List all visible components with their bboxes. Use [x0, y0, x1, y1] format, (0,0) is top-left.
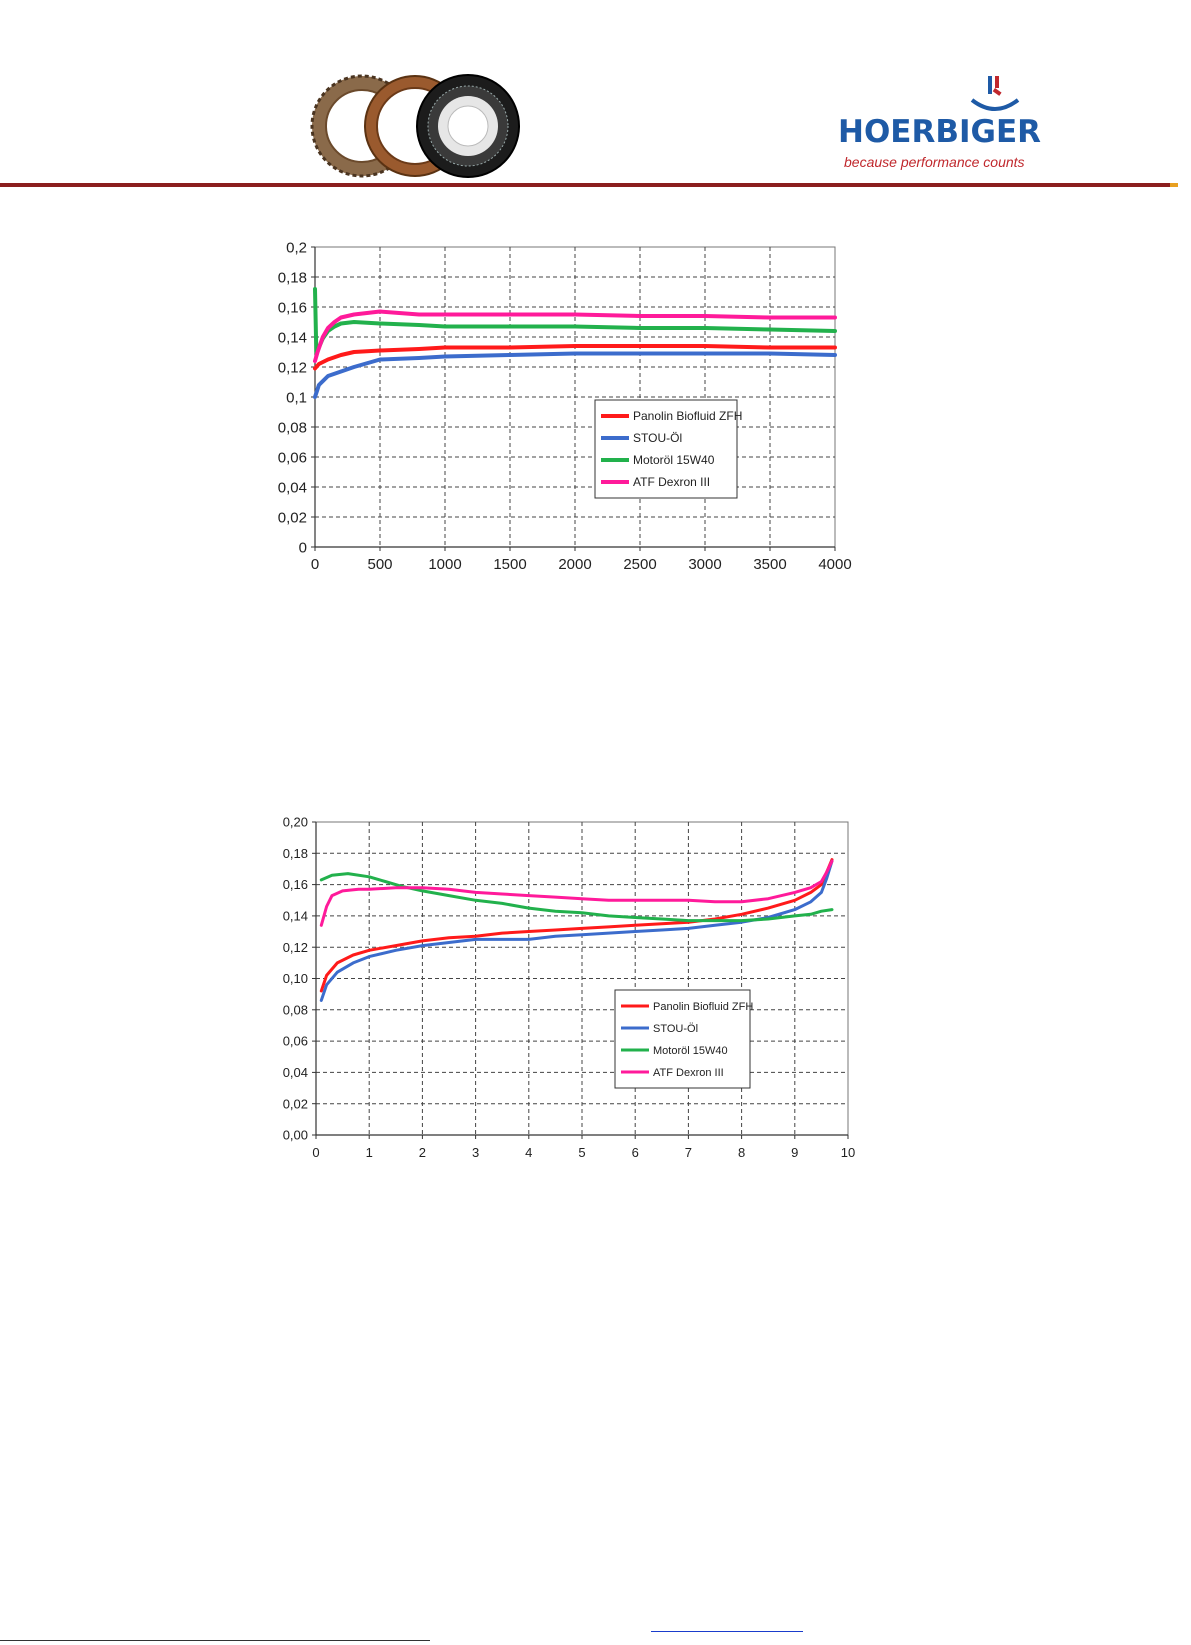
series-line: [319, 859, 834, 1002]
page-header: HOERBIGER because performance counts: [0, 0, 1191, 200]
chart-1: 0 500 1000 1500 2000 2500 3000 3500 4000 0 0,02 0,0…: [260, 232, 880, 622]
legend-label: Motoröl 15W40: [653, 1045, 728, 1057]
y-tick-label: 0,10: [283, 971, 308, 986]
y-tick-label: 0,08: [278, 419, 307, 436]
legend-label: Panolin Biofluid ZFH: [633, 409, 742, 423]
y-tick-label: 0,18: [278, 269, 307, 286]
footer-rule: [0, 1640, 430, 1641]
y-tick-label: 0,06: [283, 1034, 308, 1049]
y-tick-label: 0,18: [283, 846, 308, 861]
y-tick-label: 0,20: [283, 815, 308, 830]
legend-label: Panolin Biofluid ZFH: [653, 1001, 753, 1013]
chart-1-svg: 0 500 1000 1500 2000 2500 3000 3500 4000 0 0,02 0,0…: [278, 239, 852, 573]
series-line: [313, 351, 837, 399]
series-line: [319, 858, 834, 993]
y-tick-label: 0,1: [286, 389, 307, 406]
legend-label: STOU-Öl: [633, 431, 682, 445]
x-tick-label: 5: [578, 1145, 585, 1160]
y-tick-label: 0,16: [283, 877, 308, 892]
legend-label: ATF Dexron III: [633, 475, 710, 489]
series-line: [319, 872, 834, 923]
chart-2: 0 1 2 3 4 5 6 7 8 9 10 0,00 0,02 0,04 0,06 0,08 0,10 0,12…: [260, 810, 880, 1200]
header-rule: [0, 183, 1170, 187]
y-tick-label: 0: [299, 539, 307, 556]
x-tick-label: 10: [841, 1145, 855, 1160]
x-tick-label: 2000: [558, 556, 591, 573]
y-tick-label: 0,00: [283, 1128, 308, 1143]
series-line: [319, 859, 834, 927]
x-tick-label: 2500: [623, 556, 656, 573]
x-tick-label: 9: [791, 1145, 798, 1160]
chart-2-svg: 0 1 2 3 4 5 6 7 8 9 10 0,00 0,02 0,04 0,06 0,08 0,10 0,12…: [283, 815, 856, 1160]
y-tick-label: 0,12: [283, 940, 308, 955]
series-line: [313, 344, 837, 371]
y-tick-label: 0,2: [286, 239, 307, 256]
x-tick-label: 4000: [818, 556, 851, 573]
x-tick-label: 6: [632, 1145, 639, 1160]
y-tick-label: 0,08: [283, 1002, 308, 1017]
x-tick-label: 3500: [753, 556, 786, 573]
x-tick-label: 1: [366, 1145, 373, 1160]
y-tick-label: 0,02: [283, 1096, 308, 1111]
x-tick-label: 1500: [493, 556, 526, 573]
clutch-discs-icon: [310, 74, 520, 178]
legend-label: ATF Dexron III: [653, 1067, 724, 1079]
series-line: [313, 309, 837, 363]
y-tick-label: 0,04: [278, 479, 307, 496]
logo-tagline: because performance counts: [844, 154, 1025, 170]
x-tick-label: 0: [311, 556, 319, 573]
y-tick-label: 0,04: [283, 1065, 308, 1080]
x-tick-label: 4: [525, 1145, 532, 1160]
x-tick-label: 500: [367, 556, 392, 573]
hoerbiger-logo-mark-icon: [970, 76, 1020, 111]
y-tick-label: 0,06: [278, 449, 307, 466]
x-tick-label: 7: [685, 1145, 692, 1160]
logo-wordmark: HOERBIGER: [838, 114, 1041, 150]
x-tick-label: 0: [312, 1145, 319, 1160]
x-tick-label: 1000: [428, 556, 461, 573]
y-tick-label: 0,14: [283, 908, 308, 923]
x-tick-label: 2: [419, 1145, 426, 1160]
x-tick-label: 8: [738, 1145, 745, 1160]
y-tick-label: 0,16: [278, 299, 307, 316]
y-tick-label: 0,12: [278, 359, 307, 376]
y-tick-label: 0,02: [278, 509, 307, 526]
legend-label: Motoröl 15W40: [633, 453, 715, 467]
x-tick-label: 3: [472, 1145, 479, 1160]
y-tick-label: 0,14: [278, 329, 307, 346]
footer-link-underline[interactable]: [651, 1631, 803, 1632]
header-rule-tip: [1170, 183, 1178, 187]
legend-label: STOU-Öl: [653, 1023, 698, 1035]
hoerbiger-logo: HOERBIGER because performance counts: [838, 74, 1068, 178]
x-tick-label: 3000: [688, 556, 721, 573]
